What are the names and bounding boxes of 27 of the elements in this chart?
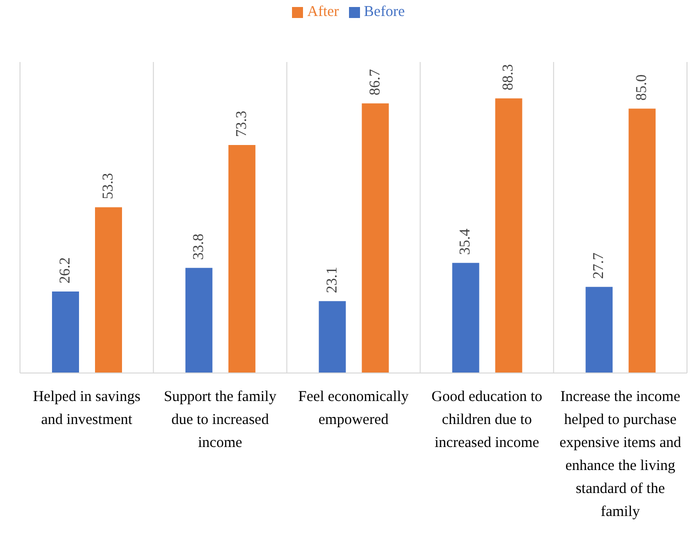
bar xyxy=(318,301,346,373)
data-label: 85.0 xyxy=(634,74,650,101)
data-label: 27.7 xyxy=(591,252,608,279)
bar xyxy=(52,292,80,373)
bar xyxy=(362,103,389,373)
data-label: 53.3 xyxy=(100,172,117,200)
bar xyxy=(495,98,522,373)
bar xyxy=(586,286,613,373)
data-label: 23.1 xyxy=(324,266,340,294)
legend-label: After xyxy=(307,4,339,20)
data-label: 88.3 xyxy=(500,64,517,90)
x-tick-label: Support the family due to increased income xyxy=(164,389,277,451)
bar xyxy=(185,268,212,373)
x-tick-label: Feel economically empowered xyxy=(298,389,410,428)
data-label: 26.2 xyxy=(58,257,74,284)
x-tick-label: Increase the income helped to purchase expensive items and enhance the living standard of the family xyxy=(559,389,682,520)
x-tick-label: Good education to children due to increased income xyxy=(431,389,542,451)
bar xyxy=(452,262,480,373)
legend-label: Before xyxy=(364,4,405,20)
x-tick-label: Helped in savings and investment xyxy=(32,389,141,428)
data-label: 86.7 xyxy=(367,68,384,96)
data-label: 35.4 xyxy=(458,228,474,255)
bar xyxy=(628,108,656,373)
bar xyxy=(228,145,256,373)
data-label: 33.8 xyxy=(190,234,207,260)
bar xyxy=(95,207,122,373)
data-label: 73.3 xyxy=(234,110,250,138)
